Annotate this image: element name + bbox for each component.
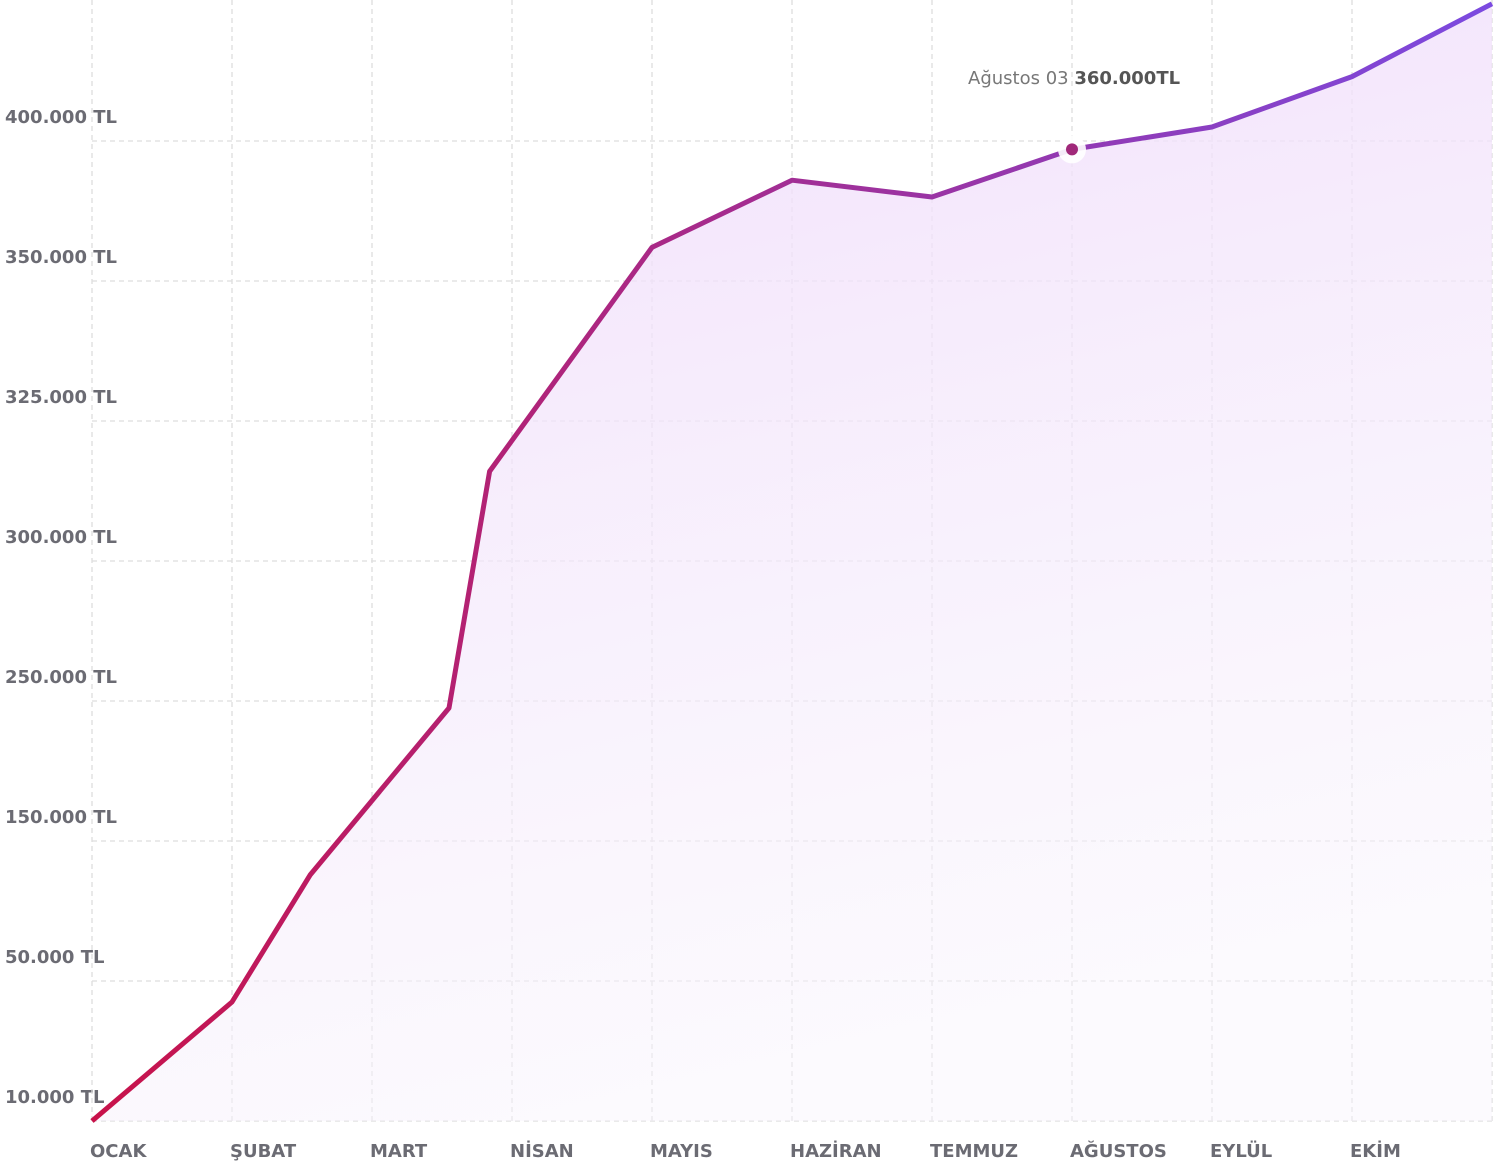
x-tick-label: EKİM bbox=[1350, 1140, 1401, 1162]
tooltip-dot bbox=[1066, 143, 1078, 156]
x-tick-label: MART bbox=[370, 1141, 428, 1162]
line bbox=[90, 1, 1494, 1123]
tooltip: Ağustos 03 360.000TL bbox=[968, 68, 1180, 89]
x-tick-label: HAZİRAN bbox=[790, 1140, 882, 1162]
y-tick-label: 10.000 TL bbox=[5, 1087, 104, 1108]
y-tick-label: 400.000 TL bbox=[5, 107, 117, 128]
tooltip-label: Ağustos 03 bbox=[968, 68, 1069, 89]
x-tick-label: ŞUBAT bbox=[230, 1141, 297, 1162]
tooltip-value: 360.000TL bbox=[1074, 68, 1180, 89]
x-tick-label: MAYIS bbox=[650, 1141, 713, 1162]
y-tick-label: 150.000 TL bbox=[5, 807, 117, 828]
x-tick-label: TEMMUZ bbox=[930, 1141, 1018, 1162]
x-tick-label: EYLÜL bbox=[1210, 1140, 1272, 1162]
y-tick-label: 300.000 TL bbox=[5, 527, 117, 548]
area bbox=[92, 3, 1492, 1121]
y-tick-label: 350.000 TL bbox=[5, 247, 117, 268]
y-tick-label: 325.000 TL bbox=[5, 387, 117, 408]
x-tick-label: OCAK bbox=[90, 1141, 147, 1162]
x-tick-label: AĞUSTOS bbox=[1070, 1140, 1167, 1162]
y-tick-label: 250.000 TL bbox=[5, 667, 117, 688]
y-tick-label: 50.000 TL bbox=[5, 947, 104, 968]
x-tick-label: NİSAN bbox=[510, 1140, 574, 1162]
